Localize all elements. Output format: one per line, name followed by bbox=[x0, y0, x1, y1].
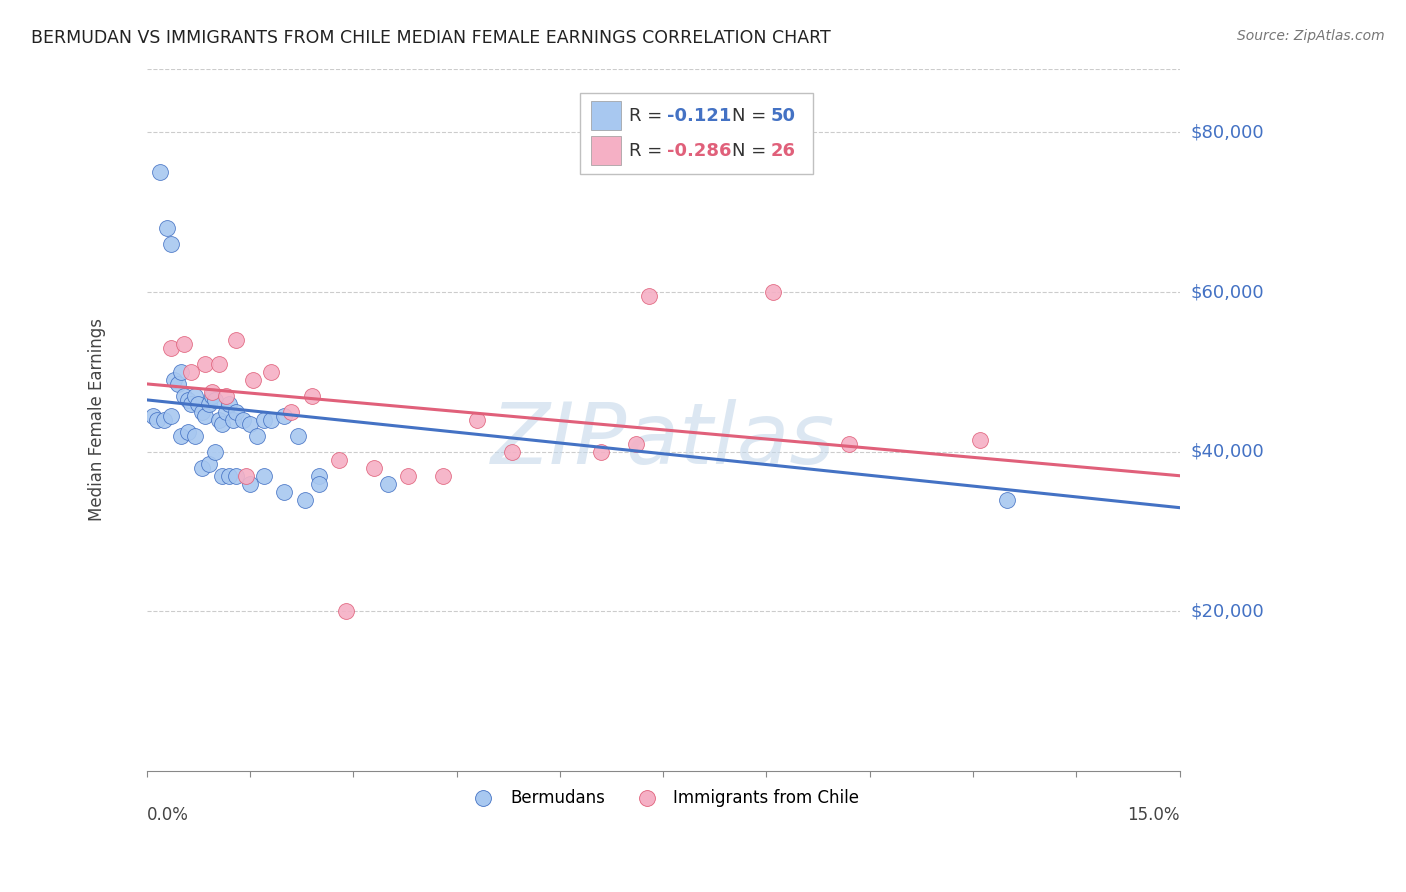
Point bbox=[187, 397, 209, 411]
Point bbox=[308, 476, 330, 491]
Point bbox=[208, 357, 231, 371]
Point bbox=[156, 221, 179, 235]
Point bbox=[624, 437, 647, 451]
Point bbox=[184, 429, 207, 443]
Point bbox=[225, 468, 247, 483]
Point bbox=[201, 384, 224, 399]
Point bbox=[501, 444, 523, 458]
Text: BERMUDAN VS IMMIGRANTS FROM CHILE MEDIAN FEMALE EARNINGS CORRELATION CHART: BERMUDAN VS IMMIGRANTS FROM CHILE MEDIAN… bbox=[31, 29, 831, 46]
Point bbox=[235, 468, 257, 483]
Point bbox=[173, 389, 195, 403]
Point bbox=[218, 468, 240, 483]
Point bbox=[163, 373, 186, 387]
Point bbox=[363, 460, 385, 475]
Point bbox=[273, 484, 295, 499]
Point bbox=[280, 405, 302, 419]
Point bbox=[180, 365, 202, 379]
Point bbox=[221, 413, 243, 427]
Point bbox=[180, 397, 202, 411]
Point bbox=[159, 341, 181, 355]
Point bbox=[215, 405, 238, 419]
Point bbox=[211, 468, 233, 483]
Point bbox=[335, 604, 357, 618]
Point bbox=[194, 409, 217, 423]
Point bbox=[177, 425, 200, 439]
Legend: Bermudans, Immigrants from Chile: Bermudans, Immigrants from Chile bbox=[460, 782, 866, 814]
Point bbox=[197, 397, 219, 411]
Point bbox=[190, 460, 212, 475]
Text: ZIPatlas: ZIPatlas bbox=[491, 400, 835, 483]
Point bbox=[166, 376, 188, 391]
Point bbox=[159, 409, 181, 423]
Point bbox=[170, 429, 193, 443]
Point bbox=[159, 237, 181, 252]
Text: $40,000: $40,000 bbox=[1191, 442, 1264, 461]
Point bbox=[253, 468, 276, 483]
Point bbox=[170, 365, 193, 379]
Point bbox=[225, 333, 247, 347]
Text: $60,000: $60,000 bbox=[1191, 283, 1264, 301]
Point bbox=[142, 409, 165, 423]
Text: R =: R = bbox=[628, 107, 668, 125]
Point bbox=[204, 444, 226, 458]
Text: Median Female Earnings: Median Female Earnings bbox=[89, 318, 105, 521]
Text: Source: ZipAtlas.com: Source: ZipAtlas.com bbox=[1237, 29, 1385, 43]
Point bbox=[591, 444, 613, 458]
Text: -0.121: -0.121 bbox=[668, 107, 731, 125]
Text: $80,000: $80,000 bbox=[1191, 123, 1264, 142]
Point bbox=[218, 397, 240, 411]
Point bbox=[294, 492, 316, 507]
Point bbox=[432, 468, 454, 483]
Point bbox=[246, 429, 269, 443]
Point bbox=[239, 476, 262, 491]
FancyBboxPatch shape bbox=[581, 93, 813, 174]
Point bbox=[225, 405, 247, 419]
Point bbox=[173, 337, 195, 351]
Point bbox=[396, 468, 419, 483]
Point bbox=[465, 413, 488, 427]
Point bbox=[997, 492, 1019, 507]
FancyBboxPatch shape bbox=[591, 101, 620, 130]
Text: 0.0%: 0.0% bbox=[146, 806, 188, 824]
Point bbox=[969, 433, 991, 447]
Point bbox=[194, 357, 217, 371]
Point bbox=[184, 389, 207, 403]
Point bbox=[838, 437, 860, 451]
Point bbox=[762, 285, 785, 299]
Point bbox=[308, 468, 330, 483]
Point bbox=[638, 289, 661, 303]
Point bbox=[177, 392, 200, 407]
Point bbox=[146, 413, 169, 427]
Point bbox=[215, 389, 238, 403]
Point bbox=[153, 413, 176, 427]
Text: $20,000: $20,000 bbox=[1191, 602, 1264, 621]
Text: N =: N = bbox=[733, 142, 772, 160]
Point bbox=[197, 457, 219, 471]
Point bbox=[208, 413, 231, 427]
Point bbox=[242, 373, 264, 387]
FancyBboxPatch shape bbox=[591, 136, 620, 166]
Point bbox=[328, 452, 350, 467]
Text: 26: 26 bbox=[770, 142, 796, 160]
Point bbox=[211, 417, 233, 431]
Point bbox=[301, 389, 323, 403]
Point bbox=[149, 165, 172, 179]
Point bbox=[204, 392, 226, 407]
Point bbox=[259, 365, 281, 379]
Point bbox=[239, 417, 262, 431]
Text: 50: 50 bbox=[770, 107, 796, 125]
Point bbox=[259, 413, 281, 427]
Text: R =: R = bbox=[628, 142, 668, 160]
Text: -0.286: -0.286 bbox=[668, 142, 731, 160]
Point bbox=[232, 413, 254, 427]
Point bbox=[287, 429, 309, 443]
Point bbox=[201, 389, 224, 403]
Point bbox=[377, 476, 399, 491]
Point bbox=[253, 413, 276, 427]
Text: 15.0%: 15.0% bbox=[1128, 806, 1180, 824]
Point bbox=[273, 409, 295, 423]
Point bbox=[190, 405, 212, 419]
Text: N =: N = bbox=[733, 107, 772, 125]
